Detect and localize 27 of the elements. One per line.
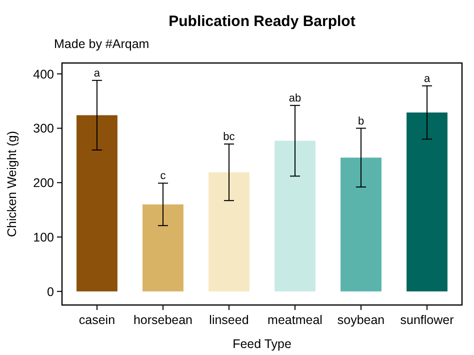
y-tick-label: 200 <box>33 176 54 190</box>
bar <box>76 115 118 292</box>
bar <box>406 112 448 292</box>
y-tick-label: 300 <box>33 122 54 136</box>
x-axis-title: Feed Type <box>232 337 292 351</box>
annotation: ab <box>288 92 302 104</box>
x-tick-label: horsebean <box>133 313 193 327</box>
annotation: a <box>94 67 101 80</box>
annotation: b <box>358 115 364 128</box>
bar <box>274 140 316 292</box>
annotation: bc <box>223 131 236 144</box>
x-tick-label: linseed <box>209 313 249 327</box>
y-axis-title: Chicken Weight (g) <box>5 130 19 238</box>
bar <box>142 204 184 292</box>
bar <box>208 172 250 292</box>
x-tick-label: meatmeal <box>268 313 322 327</box>
y-tick-label: 400 <box>33 67 54 82</box>
x-tick-label: soybean <box>337 313 385 327</box>
chart-subtitle: Made by #Arqam <box>54 37 150 51</box>
y-tick-label: 100 <box>33 230 54 244</box>
x-tick-label: sunflower <box>400 313 454 327</box>
chart-title: Publication Ready Barplot <box>168 13 356 30</box>
bar <box>340 158 382 292</box>
y-tick-label: 0 <box>47 284 54 299</box>
annotation: c <box>160 170 166 182</box>
x-tick-label: casein <box>78 313 116 327</box>
annotation: a <box>424 72 431 85</box>
